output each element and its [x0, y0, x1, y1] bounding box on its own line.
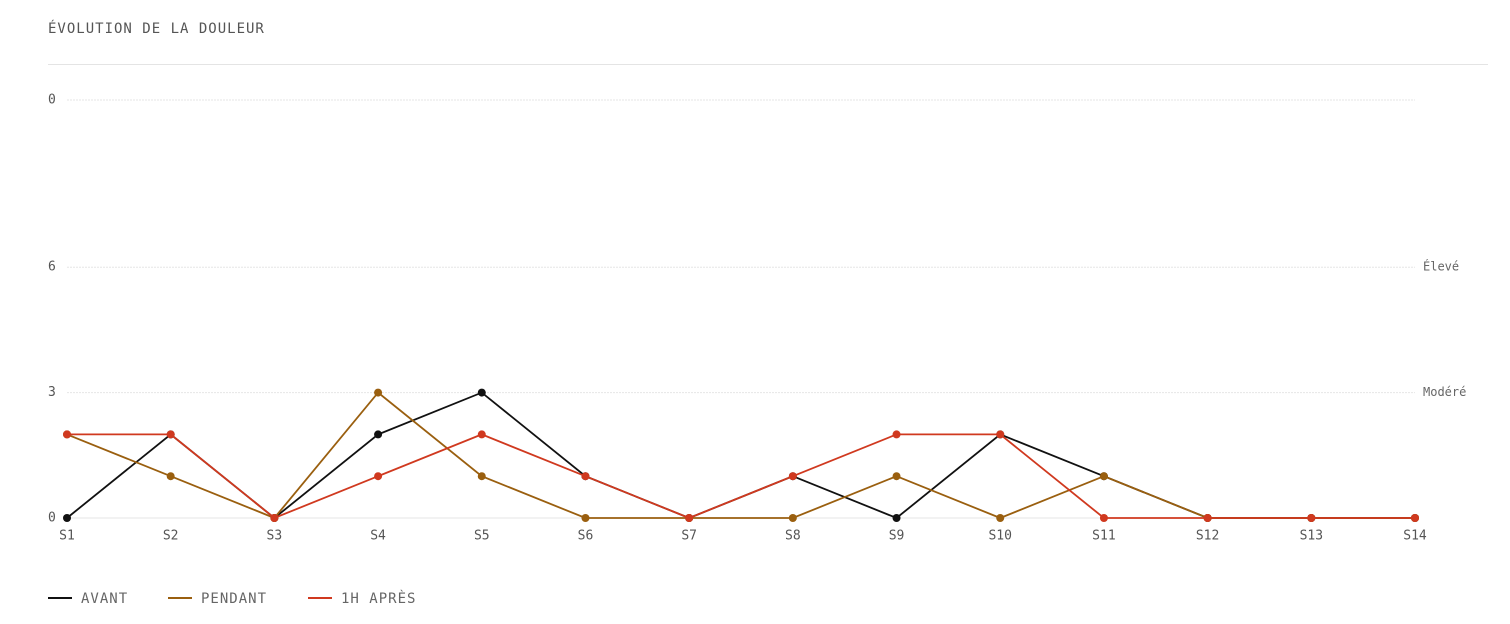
point	[1203, 514, 1212, 522]
x-tick-label: S3	[267, 529, 283, 544]
point	[788, 514, 797, 522]
legend-label: 1H APRÈS	[341, 590, 416, 607]
x-tick-label: S1	[59, 529, 75, 544]
x-tick-label: S8	[785, 529, 801, 544]
y-tick-label: 3	[48, 385, 56, 400]
x-tick-label: S12	[1196, 529, 1219, 544]
legend-label: AVANT	[81, 591, 128, 607]
point	[1411, 514, 1419, 522]
x-tick-label: S2	[163, 529, 179, 544]
y-tick-label: 6	[48, 260, 56, 275]
x-tick-label: S4	[370, 529, 386, 544]
legend-label: PENDANT	[201, 591, 267, 607]
point	[374, 388, 383, 397]
point	[892, 430, 901, 439]
point	[374, 472, 383, 481]
point	[63, 514, 71, 522]
point	[477, 388, 486, 397]
point	[374, 430, 383, 439]
zone-label: Modéré	[1423, 385, 1466, 399]
point	[788, 472, 797, 481]
point	[270, 514, 279, 522]
point	[892, 472, 901, 481]
x-tick-label: S7	[681, 529, 697, 544]
series-line	[66, 391, 1415, 520]
zone-label: Élevé	[1423, 259, 1459, 274]
chart-title: ÉVOLUTION DE LA DOULEUR	[48, 20, 265, 37]
point	[477, 430, 486, 439]
point	[996, 430, 1005, 439]
point	[166, 430, 175, 439]
point	[892, 514, 901, 522]
series-line	[67, 433, 1415, 520]
x-tick-label: S11	[1092, 529, 1115, 544]
point	[1099, 514, 1108, 522]
x-tick-label: S5	[474, 529, 490, 544]
x-tick-label: S6	[578, 529, 594, 544]
point	[685, 514, 694, 522]
series-line	[66, 391, 1415, 520]
x-tick-label: S14	[1403, 529, 1427, 544]
x-tick-label: S9	[889, 529, 905, 544]
point	[1099, 472, 1108, 481]
point	[166, 472, 175, 481]
point	[581, 514, 590, 522]
point	[477, 472, 486, 481]
x-tick-label: S10	[988, 529, 1011, 544]
x-tick-label: S13	[1300, 529, 1323, 544]
point	[1307, 514, 1316, 522]
point	[581, 472, 590, 481]
point	[63, 430, 71, 439]
point	[996, 514, 1005, 522]
y-tick-label: 0	[48, 511, 56, 526]
y-tick-label: 0	[48, 93, 56, 108]
